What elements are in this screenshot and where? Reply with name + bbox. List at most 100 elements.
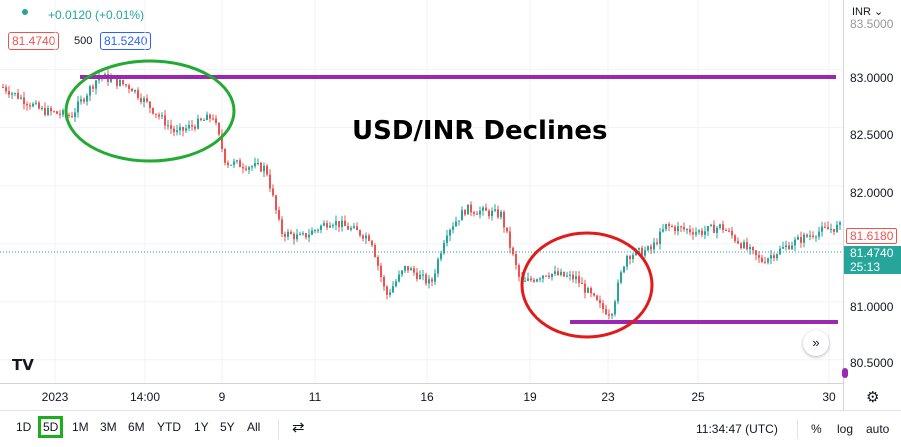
candle-body [44,107,46,115]
candle-body [35,102,37,104]
date-range-icon[interactable]: ⇄ [292,419,305,436]
candle-body [362,235,364,239]
candle-body [404,266,406,271]
candle-body [317,229,319,231]
candle-body [767,258,769,263]
candle-body [644,250,646,256]
candle-body [260,162,262,172]
candle-body [140,97,142,102]
settings-gear-icon[interactable]: ⚙ [866,389,880,406]
timeframe-1m[interactable]: 1M [72,420,89,434]
currency-selector[interactable]: INR ⌄ [852,6,884,18]
top-highlight-ellipse [64,59,236,163]
candle-body [353,226,355,229]
candle-body [806,234,808,237]
price-chart[interactable] [0,0,843,383]
candle-body [380,265,382,277]
candle-body [389,292,391,295]
candle-body [533,279,535,282]
chart-title: USD/INR Declines [352,116,608,146]
price-tick: 82.5000 [850,128,894,142]
candle-body [746,242,748,250]
candle-body [728,230,730,232]
candle-body [257,162,259,164]
price-tick-top: 83.5000 [850,17,894,31]
candle-body [470,204,472,213]
candle-body [383,276,385,287]
chart-canvas[interactable]: USD/INR Declines 𝗧𝗩 » [0,0,843,383]
candle-body [299,234,301,236]
timeframe-5d[interactable]: 5D [38,416,64,438]
timeframe-1d[interactable]: 1D [16,420,32,434]
timeframe-5y[interactable]: 5Y [220,420,235,434]
candle-body [179,127,181,131]
candle-body [341,220,343,228]
candle-body [596,295,598,301]
candle-body [152,107,154,114]
candle-body [824,226,826,228]
candle-body [758,255,760,258]
candle-body [221,134,223,149]
candle-body [128,85,130,89]
candle-body [476,213,478,215]
candle-body [62,110,64,115]
current-price-label: 81.4740 25:13 [844,246,901,274]
candle-body [755,250,757,256]
candle-body [770,255,772,259]
bottom-highlight-ellipse [520,231,654,339]
candle-body [173,128,175,133]
candle-body [92,86,94,89]
candle-body [797,236,799,240]
timeframe-3m[interactable]: 3M [100,420,117,434]
candle-body [155,113,157,115]
candle-body [452,226,454,230]
ask-badge[interactable]: 81.5240 [100,32,152,50]
candle-body [482,207,484,211]
candle-body [311,230,313,235]
candle-body [743,242,745,249]
candle-body [20,97,22,99]
scroll-right-button[interactable]: » [803,330,829,356]
timeframe-1y[interactable]: 1Y [194,420,209,434]
time-axis[interactable]: 2023 14:00 9 11 16 19 23 25 30 [0,383,843,411]
candle-body [479,210,481,215]
price-axis[interactable]: INR ⌄ 83.5000 83.0000 82.5000 82.0000 81… [842,0,901,410]
timeframe-all[interactable]: All [247,420,261,434]
timeframe-ytd[interactable]: YTD [157,420,181,434]
utc-clock[interactable]: 11:34:47 (UTC) [696,422,778,436]
candle-body [185,128,187,131]
candle-body [194,126,196,129]
log-scale-button[interactable]: log [837,422,854,436]
candle-body [509,231,511,248]
candle-body [443,242,445,254]
percent-scale-button[interactable]: % [811,422,822,436]
candle-body [119,79,121,86]
timeframe-6m[interactable]: 6M [128,420,145,434]
candle-body [212,118,214,120]
last-price-label: 81.6180 [846,228,898,244]
bid-badge[interactable]: 81.4740 [8,32,60,50]
candle-body [230,164,232,166]
candle-body [827,227,829,230]
candle-body [239,160,241,168]
price-tick: 82.0000 [850,186,894,200]
candle-body [722,224,724,231]
tradingview-logo-icon[interactable]: 𝗧𝗩 [12,357,34,374]
candle-body [14,92,16,94]
candle-body [89,86,91,96]
grid-lines [0,0,843,383]
candles [2,69,841,320]
candle-body [458,220,460,222]
candle-body [425,274,427,284]
candle-body [356,226,358,231]
divider [797,419,798,439]
candle-body [71,116,73,118]
candle-body [485,207,487,211]
auto-scale-button[interactable]: auto [866,422,890,436]
candle-body [95,80,97,89]
candle-body [692,232,694,235]
candle-body [839,222,841,225]
candle-body [677,226,679,232]
candle-body [296,234,298,240]
candle-body [578,276,580,283]
